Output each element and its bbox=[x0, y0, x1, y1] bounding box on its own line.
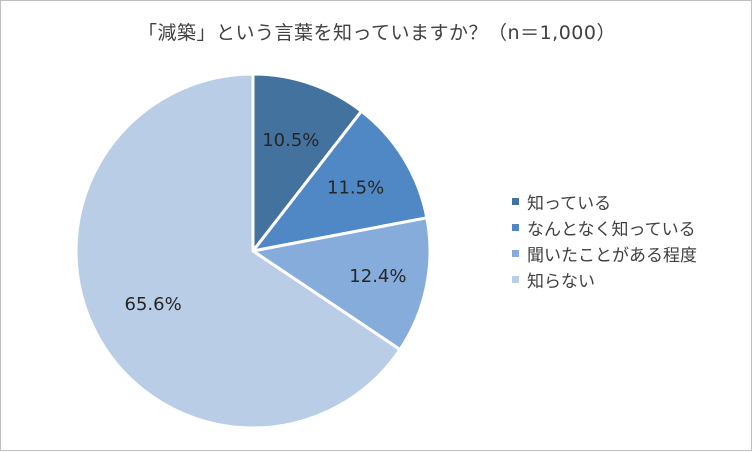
slice-data-label: 12.4% bbox=[349, 266, 406, 287]
slice-data-label: 10.5% bbox=[262, 130, 319, 151]
legend-label: 知らない bbox=[527, 271, 595, 292]
legend-item: 知らない bbox=[512, 266, 697, 292]
slice-data-label: 65.6% bbox=[125, 294, 182, 315]
slice-data-label: 11.5% bbox=[327, 178, 384, 199]
pie-data-labels: 10.5% 11.5% 12.4% 65.6% bbox=[125, 130, 407, 315]
legend-swatch bbox=[512, 275, 519, 283]
legend-item: 知っている bbox=[512, 188, 697, 214]
legend-item: なんとなく知っている bbox=[512, 214, 697, 240]
legend-swatch bbox=[512, 197, 519, 205]
legend: 知っている なんとなく知っている 聞いたことがある程度 知らない bbox=[512, 188, 697, 292]
chart-title: 「減築」という言葉を知っていますか？（n＝1,000） bbox=[138, 22, 616, 44]
legend-label: 知っている bbox=[527, 193, 612, 214]
legend-swatch bbox=[512, 223, 519, 231]
pie-slice bbox=[74, 72, 402, 430]
pie-slices bbox=[74, 72, 432, 430]
pie-slice bbox=[251, 72, 363, 253]
legend-item: 聞いたことがある程度 bbox=[512, 240, 697, 266]
legend-swatch bbox=[512, 249, 519, 257]
pie-slice bbox=[251, 216, 432, 352]
legend-label: 聞いたことがある程度 bbox=[527, 245, 697, 266]
legend-label: なんとなく知っている bbox=[527, 219, 696, 240]
pie-slice bbox=[251, 109, 429, 253]
